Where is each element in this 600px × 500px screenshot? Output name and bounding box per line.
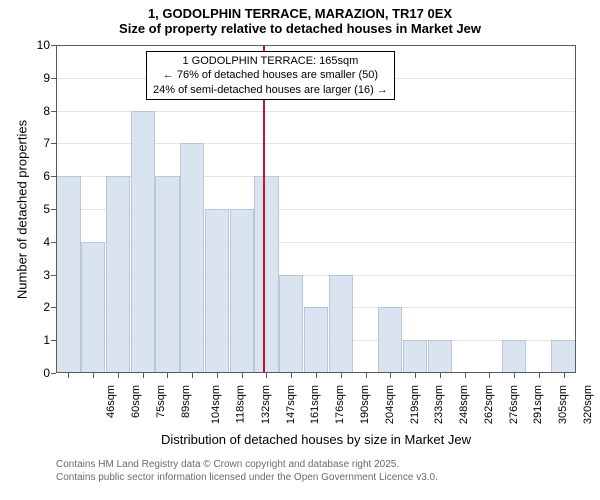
footer-line-1: Contains HM Land Registry data © Crown c… [56,458,438,471]
x-tick-label: 46sqm [105,385,117,418]
annotation-box: 1 GODOLPHIN TERRACE: 165sqm ← 76% of det… [146,51,395,100]
x-tick-label: 305sqm [557,385,569,424]
y-tick-label: 5 [34,202,50,216]
x-tick-label: 320sqm [582,385,594,424]
x-tick-label: 89sqm [180,385,192,418]
y-tick-label: 9 [34,71,50,85]
y-tick-label: 0 [34,366,50,380]
x-tick-label: 204sqm [384,385,396,424]
x-tick-label: 190sqm [359,385,371,424]
x-tick-label: 118sqm [235,385,247,423]
x-axis-label: Distribution of detached houses by size … [56,432,576,447]
chart-title-1: 1, GODOLPHIN TERRACE, MARAZION, TR17 0EX [0,0,600,21]
x-tick-label: 176sqm [334,385,346,424]
y-tick-label: 1 [34,333,50,347]
x-tick-label: 104sqm [211,385,223,424]
annotation-line-2: ← 76% of detached houses are smaller (50… [153,68,388,82]
y-tick-label: 3 [34,268,50,282]
annotation-line-3: 24% of semi-detached houses are larger (… [153,83,388,97]
x-tick-label: 147sqm [285,385,297,424]
y-tick-label: 4 [34,235,50,249]
annotation-line-1: 1 GODOLPHIN TERRACE: 165sqm [153,54,388,68]
histogram-plot: 1 GODOLPHIN TERRACE: 165sqm ← 76% of det… [56,45,576,373]
y-tick-label: 7 [34,136,50,150]
chart-title-2: Size of property relative to detached ho… [0,21,600,36]
y-tick-label: 2 [34,300,50,314]
x-tick-label: 291sqm [532,385,544,424]
y-tick-label: 6 [34,169,50,183]
x-tick-label: 233sqm [433,385,445,424]
y-tick-label: 8 [34,104,50,118]
x-tick-label: 161sqm [310,385,322,424]
footer-line-2: Contains public sector information licen… [56,471,438,484]
x-tick-label: 75sqm [155,385,167,418]
y-tick-label: 10 [34,38,50,52]
y-axis-label: Number of detached properties [15,110,30,310]
x-tick-label: 132sqm [260,385,272,424]
footer-attribution: Contains HM Land Registry data © Crown c… [56,458,438,484]
x-tick-label: 60sqm [130,385,142,418]
x-tick-label: 262sqm [483,385,495,424]
x-tick-label: 219sqm [409,385,421,424]
x-tick-label: 248sqm [458,385,470,424]
x-tick-label: 276sqm [508,385,520,424]
